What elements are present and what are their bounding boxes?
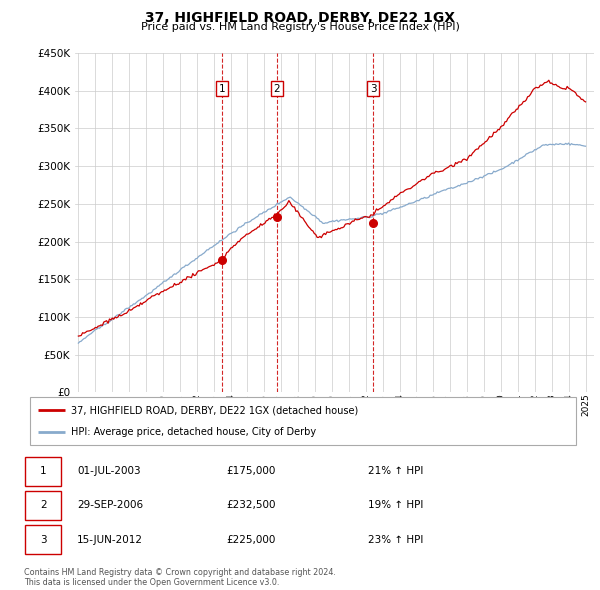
FancyBboxPatch shape (25, 491, 61, 520)
Text: 2: 2 (40, 500, 46, 510)
Text: £232,500: £232,500 (227, 500, 276, 510)
Text: 15-JUN-2012: 15-JUN-2012 (77, 535, 143, 545)
Text: HPI: Average price, detached house, City of Derby: HPI: Average price, detached house, City… (71, 427, 316, 437)
Text: 23% ↑ HPI: 23% ↑ HPI (368, 535, 423, 545)
FancyBboxPatch shape (30, 397, 576, 445)
Text: 2: 2 (274, 84, 280, 94)
Text: 29-SEP-2006: 29-SEP-2006 (77, 500, 143, 510)
Text: 21% ↑ HPI: 21% ↑ HPI (368, 466, 423, 476)
Text: 3: 3 (40, 535, 46, 545)
Text: £175,000: £175,000 (227, 466, 276, 476)
Text: 19% ↑ HPI: 19% ↑ HPI (368, 500, 423, 510)
FancyBboxPatch shape (25, 457, 61, 486)
Text: 37, HIGHFIELD ROAD, DERBY, DE22 1GX: 37, HIGHFIELD ROAD, DERBY, DE22 1GX (145, 11, 455, 25)
Text: Contains HM Land Registry data © Crown copyright and database right 2024.
This d: Contains HM Land Registry data © Crown c… (24, 568, 336, 587)
Text: 01-JUL-2003: 01-JUL-2003 (77, 466, 141, 476)
FancyBboxPatch shape (25, 525, 61, 555)
Text: 1: 1 (219, 84, 226, 94)
Text: Price paid vs. HM Land Registry's House Price Index (HPI): Price paid vs. HM Land Registry's House … (140, 22, 460, 32)
Text: £225,000: £225,000 (227, 535, 276, 545)
Text: 3: 3 (370, 84, 377, 94)
Text: 37, HIGHFIELD ROAD, DERBY, DE22 1GX (detached house): 37, HIGHFIELD ROAD, DERBY, DE22 1GX (det… (71, 405, 358, 415)
Text: 1: 1 (40, 466, 46, 476)
